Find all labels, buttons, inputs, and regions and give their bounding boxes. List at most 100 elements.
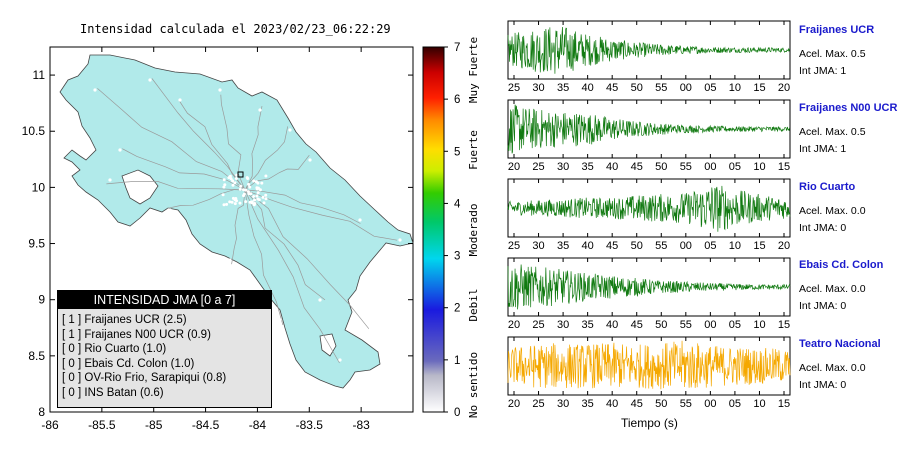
city-dot [228,200,232,204]
station-max-accel: Acel. Max. 0.0 [799,205,866,217]
city-dot [231,183,235,187]
road-line [97,88,246,191]
city-dot [288,128,292,132]
waveform-tick-label: 55 [655,240,667,252]
waveform-trace [507,185,791,232]
colorbar-tick-label: 7 [454,42,460,54]
colorbar-ticks: 0 1 2 3 4 5 6 7 [444,42,461,419]
waveform-tick-label: 15 [778,319,790,331]
map-x-tick-label: -85 [145,418,163,432]
city-dot [108,178,112,182]
station-jma-intensity: Int JMA: 1 [799,143,847,155]
city-dot [338,358,342,362]
waveform-tick-label: 35 [582,161,594,173]
city-dot [255,186,259,190]
city-dot [358,218,362,222]
colorbar-class-label: Moderado [467,204,480,257]
city-dot [262,201,266,205]
waveform-trace [507,264,791,310]
waveform-panel: 25 30 35 40 45 50 55 00 05 10 15 20 [507,20,791,94]
city-dot [238,201,242,205]
waveform-tick-label: 05 [729,398,741,410]
waveform-tick-label: 20 [508,319,520,331]
station-name: Fraijanes UCR [799,24,875,36]
colorbar-class-label: Muy Fuerte [467,37,480,103]
waveform-tick-label: 15 [778,161,790,173]
city-dot [233,181,237,185]
station-name: Rio Cuarto [799,181,856,193]
road-line [151,78,246,191]
road-line [244,126,289,191]
waveform-tick-label: 10 [753,319,765,331]
waveform-tick-label: 40 [582,82,594,94]
colorbar-tick-label: 1 [454,355,460,367]
waveform-tick-label: 10 [753,398,765,410]
station-jma-intensity: Int JMA: 0 [799,300,847,312]
waveform-tick-label: 50 [631,82,643,94]
city-dot [252,195,256,198]
city-dot [258,108,262,112]
waveform-tick-label: 45 [606,240,618,252]
station-max-accel: Acel. Max. 0.5 [799,48,866,60]
city-dot [254,180,258,184]
waveform-tick-label: 55 [680,319,692,331]
map-x-tick-label: -86 [41,418,59,432]
map-title: Intensidad calculada el 2023/02/23_06:22… [80,22,391,36]
city-dot [318,298,322,302]
waveform-tick-label: 25 [532,319,544,331]
waveform-panel: 25 30 35 40 45 50 55 00 05 10 15 20 [507,178,791,252]
waveform-tick-label: 40 [606,161,618,173]
city-dot [246,177,250,180]
colorbar-tick-label: 3 [454,251,460,263]
city-dot [255,194,259,198]
city-dot [261,195,265,199]
map-x-tick-label: -84 [249,418,267,432]
waveform-tick-label: 50 [655,398,667,410]
city-dot [222,178,226,182]
waveform-trace [507,104,791,154]
waveform-tick-label: 20 [778,82,790,94]
city-dot [118,148,122,152]
legend-item: [ 1 ] Fraijanes N00 UCR (0.9) [62,328,211,341]
city-dot [221,193,225,197]
city-dot [258,188,262,192]
colorbar-tick-label: 6 [454,94,460,106]
city-dot [249,192,253,196]
road-line [244,189,398,241]
city-dot [252,179,256,183]
city-dot [253,198,256,202]
waveform-tick-label: 35 [582,319,594,331]
waveform-tick-label: 10 [753,161,765,173]
city-dot [228,174,232,178]
city-dot [368,328,372,332]
waveform-tick-label: 05 [704,82,716,94]
waveform-tick-label: 45 [606,82,618,94]
waveform-tick-label: 40 [582,240,594,252]
waveform-tick-label: 40 [606,319,618,331]
legend-item: [ 0 ] Rio Cuarto (1.0) [62,343,167,356]
waveform-tick-label: 50 [655,161,667,173]
colorbar-tick-label: 0 [454,407,460,419]
waveform-tick-label: 45 [631,319,643,331]
waveform-tick-label: 20 [778,240,790,252]
city-dot [247,182,251,186]
road-line [244,189,340,364]
waveform-tick-label: 00 [680,82,692,94]
station-jma-intensity: Int JMA: 1 [799,65,847,77]
waveform-panels: 25 30 35 40 45 50 55 00 05 10 15 20 20 25 30 35 40 45 50 55… [507,20,791,410]
city-dot [228,258,232,262]
waveform-tick-label: 45 [631,161,643,173]
waveform-tick-label: 40 [606,398,618,410]
city-dots [93,78,402,362]
city-dot [233,202,237,206]
colorbar-class-label: Fuerte [467,130,480,170]
city-dot [246,190,250,194]
station-max-accel: Acel. Max. 0.0 [799,362,866,374]
map-y-axis: 11 10.5 10 9.5 9 8.5 8 [22,68,413,419]
colorbar-labels: No sentido Debil Moderado Fuerte Muy Fuerte [467,37,480,418]
road-line [231,189,246,265]
colorbar-tick-label: 4 [454,198,461,210]
legend-item: [ 0 ] OV-Rio Frio, Sarapiqui (0.8) [62,372,227,385]
road-line [244,189,284,326]
road-line [244,189,361,224]
